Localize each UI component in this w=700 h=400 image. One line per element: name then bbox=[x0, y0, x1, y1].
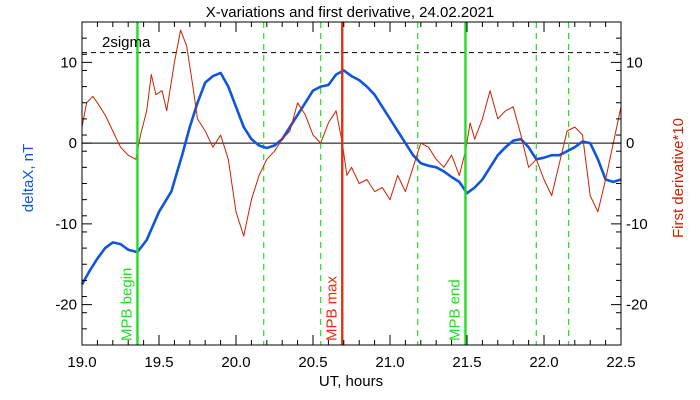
y-tick-label-left-2: 0 bbox=[69, 135, 77, 152]
x-tick-label-2: 20.0 bbox=[221, 354, 250, 371]
y-tick-label-left-0: -20 bbox=[55, 297, 77, 314]
y-axis-label-left: deltaX, nT bbox=[20, 144, 37, 212]
x-tick-label-4: 21.0 bbox=[375, 354, 404, 371]
x-tick-label-5: 21.5 bbox=[452, 354, 481, 371]
marker-label-2: MPB end bbox=[446, 279, 463, 341]
series-line-deltax bbox=[80, 69, 622, 286]
x-tick-label-3: 20.5 bbox=[298, 354, 327, 371]
plot-area bbox=[80, 22, 622, 345]
y-tick-label-right-3: 10 bbox=[626, 54, 643, 71]
marker-label-1: MPB max bbox=[323, 275, 340, 341]
chart-title: X-variations and first derivative, 24.02… bbox=[206, 4, 495, 21]
threshold-label: 2sigma bbox=[102, 34, 151, 51]
x-tick-label-1: 19.5 bbox=[144, 354, 173, 371]
marker-labels: MPB begin MPB max MPB end bbox=[118, 268, 463, 341]
y-tick-label-right-1: -10 bbox=[626, 216, 648, 233]
x-tick-label-0: 19.0 bbox=[67, 354, 96, 371]
marker-label-0: MPB begin bbox=[118, 268, 135, 341]
x-tick-label-7: 22.5 bbox=[606, 354, 635, 371]
y-axis-label-right: First derivative*10 bbox=[670, 118, 687, 238]
x-axis-label: UT, hours bbox=[319, 373, 383, 390]
y-tick-label-right-2: 0 bbox=[626, 135, 634, 152]
y-tick-label-left-3: 10 bbox=[60, 54, 77, 71]
y-tick-label-left-1: -10 bbox=[55, 216, 77, 233]
x-tick-label-6: 22.0 bbox=[529, 354, 558, 371]
y-tick-label-right-0: -20 bbox=[626, 297, 648, 314]
axes: 19.0 19.5 20.0 20.5 21.0 21.5 22.0 22.5 -20 -20 -1… bbox=[55, 21, 648, 371]
